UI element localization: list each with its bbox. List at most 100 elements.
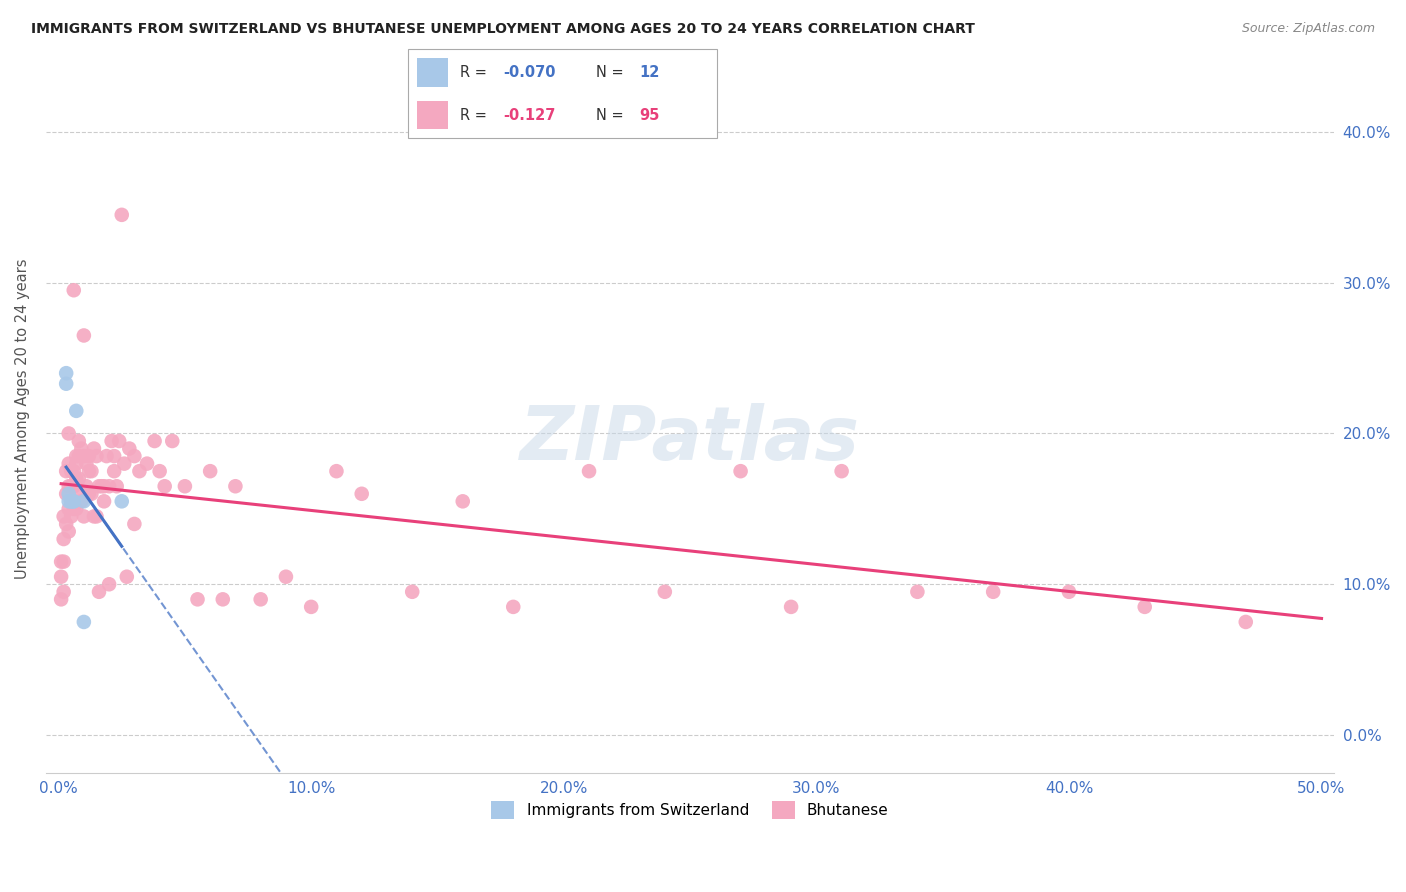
Point	[62, 283, 84, 297]
Point	[103, 449, 125, 463]
Point	[55, 487, 77, 501]
FancyBboxPatch shape	[418, 58, 449, 87]
Text: IMMIGRANTS FROM SWITZERLAND VS BHUTANESE UNEMPLOYMENT AMONG AGES 20 TO 24 YEARS : IMMIGRANTS FROM SWITZERLAND VS BHUTANESE…	[31, 22, 974, 37]
Point	[96, 449, 118, 463]
Point	[60, 464, 83, 478]
Text: -0.127: -0.127	[503, 108, 555, 122]
Point	[67, 434, 90, 448]
Text: ZIPatlas: ZIPatlas	[520, 403, 860, 476]
Text: N =: N =	[596, 65, 628, 79]
Point	[55, 376, 77, 391]
Text: R =: R =	[460, 108, 496, 122]
Point	[75, 457, 97, 471]
Point	[136, 457, 159, 471]
Point	[67, 449, 90, 463]
Point	[49, 570, 72, 584]
Text: N =: N =	[596, 108, 628, 122]
Point	[77, 487, 100, 501]
FancyBboxPatch shape	[418, 101, 449, 129]
Point	[100, 434, 122, 448]
Point	[70, 442, 93, 456]
Point	[52, 532, 75, 546]
Point	[350, 487, 373, 501]
Point	[93, 494, 115, 508]
Point	[401, 584, 423, 599]
Point	[58, 524, 80, 539]
Point	[905, 584, 928, 599]
Point	[153, 479, 176, 493]
Point	[224, 479, 246, 493]
Point	[211, 592, 233, 607]
Point	[128, 464, 150, 478]
Point	[60, 494, 83, 508]
Point	[502, 599, 524, 614]
Point	[98, 479, 121, 493]
Point	[55, 464, 77, 478]
Point	[124, 516, 146, 531]
Point	[299, 599, 322, 614]
Point	[1234, 615, 1257, 629]
Point	[118, 442, 141, 456]
Point	[55, 516, 77, 531]
Point	[1057, 584, 1080, 599]
Point	[77, 449, 100, 463]
Point	[58, 501, 80, 516]
Point	[249, 592, 271, 607]
Legend: Immigrants from Switzerland, Bhutanese: Immigrants from Switzerland, Bhutanese	[485, 795, 894, 825]
Point	[103, 464, 125, 478]
Point	[67, 472, 90, 486]
Point	[87, 584, 110, 599]
Point	[49, 555, 72, 569]
Point	[65, 449, 87, 463]
Point	[578, 464, 600, 478]
Point	[73, 449, 96, 463]
Point	[60, 494, 83, 508]
Point	[780, 599, 803, 614]
Point	[105, 479, 128, 493]
Y-axis label: Unemployment Among Ages 20 to 24 years: Unemployment Among Ages 20 to 24 years	[15, 258, 30, 579]
Point	[58, 494, 80, 508]
Point	[730, 464, 752, 478]
Point	[62, 494, 84, 508]
Point	[58, 426, 80, 441]
Point	[108, 434, 131, 448]
Point	[111, 208, 134, 222]
Point	[60, 479, 83, 493]
Point	[58, 487, 80, 501]
Point	[83, 509, 105, 524]
Point	[198, 464, 221, 478]
Point	[77, 464, 100, 478]
Point	[62, 494, 84, 508]
Point	[831, 464, 853, 478]
Point	[55, 366, 77, 380]
Point	[83, 442, 105, 456]
Point	[90, 479, 112, 493]
Point	[98, 577, 121, 591]
Point	[65, 457, 87, 471]
FancyBboxPatch shape	[408, 49, 717, 138]
Point	[186, 592, 208, 607]
Point	[325, 464, 347, 478]
Point	[86, 449, 108, 463]
Point	[62, 464, 84, 478]
Text: 12: 12	[640, 65, 659, 79]
Point	[58, 479, 80, 493]
Point	[80, 487, 103, 501]
Point	[115, 570, 138, 584]
Point	[70, 494, 93, 508]
Point	[981, 584, 1004, 599]
Point	[162, 434, 184, 448]
Point	[62, 479, 84, 493]
Point	[1133, 599, 1156, 614]
Point	[86, 509, 108, 524]
Point	[49, 592, 72, 607]
Point	[451, 494, 474, 508]
Point	[65, 501, 87, 516]
Point	[111, 494, 134, 508]
Point	[87, 479, 110, 493]
Point	[58, 457, 80, 471]
Point	[52, 555, 75, 569]
Point	[65, 487, 87, 501]
Point	[75, 479, 97, 493]
Point	[124, 449, 146, 463]
